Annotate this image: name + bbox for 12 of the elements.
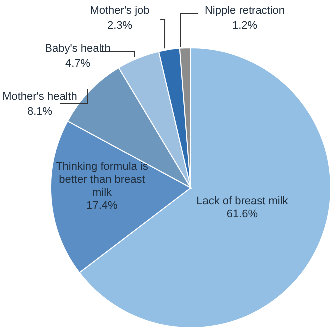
data-label: 2.3% — [107, 20, 133, 32]
data-label: 4.7% — [65, 58, 91, 70]
slice-label: Nipple retraction — [204, 5, 286, 17]
data-label: 1.2% — [232, 20, 258, 32]
data-label: 17.4% — [86, 200, 118, 212]
slice-label: Lack of breast milk — [196, 195, 289, 208]
slice-label: Baby's health — [45, 43, 111, 55]
slice-label: Mother's health — [2, 91, 78, 103]
slice-label: Thinking formula is better than breast milk — [56, 161, 149, 199]
data-label: 61.6% — [226, 208, 258, 220]
slice-label: Mother's job — [90, 5, 150, 17]
data-label: 8.1% — [27, 106, 53, 118]
